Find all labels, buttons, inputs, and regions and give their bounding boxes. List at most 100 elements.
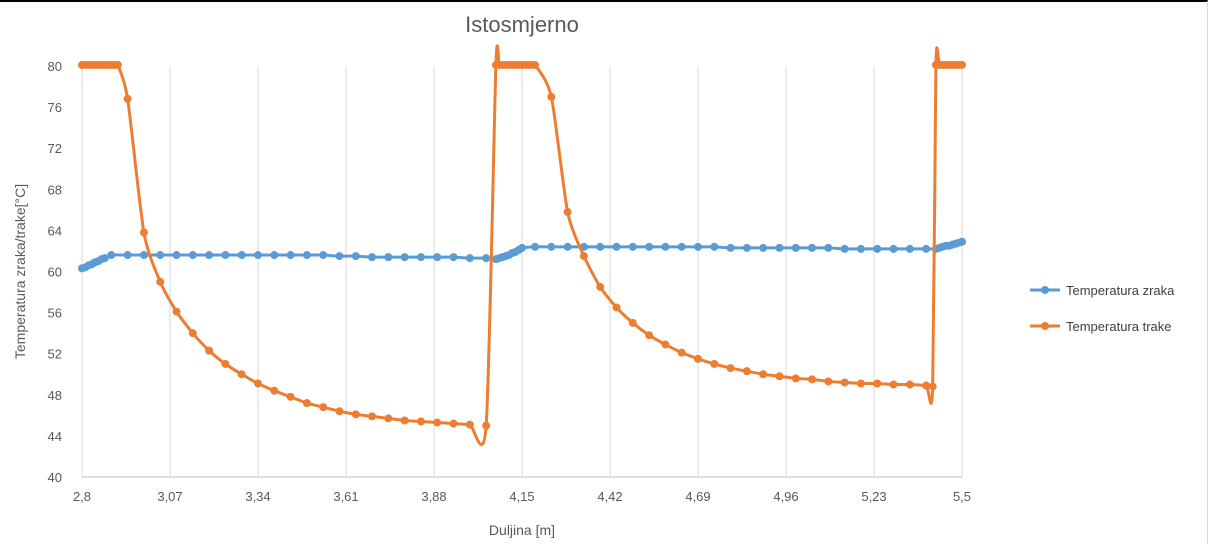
data-point (172, 251, 181, 260)
data-point (596, 282, 605, 291)
x-tick-label: 3,88 (421, 489, 446, 504)
data-point (302, 399, 311, 408)
data-point (433, 418, 442, 427)
y-tick-label: 72 (48, 141, 62, 156)
data-point (928, 382, 937, 391)
chart-title: Istosmjerno (465, 12, 579, 37)
data-point (433, 253, 442, 262)
data-point (840, 244, 849, 253)
x-tick-label: 4,69 (685, 489, 710, 504)
data-point (113, 60, 122, 69)
data-point (156, 251, 165, 260)
data-point (416, 253, 425, 262)
data-point (205, 251, 214, 260)
data-point (518, 243, 526, 252)
data-point (905, 244, 914, 253)
legend-label: Temperatura zraka (1066, 283, 1175, 298)
data-point (612, 242, 621, 251)
data-point (449, 253, 458, 262)
legend-marker (1041, 322, 1049, 330)
data-point (958, 60, 966, 69)
x-tick-label: 4,96 (773, 489, 798, 504)
data-point (384, 253, 393, 262)
data-point (628, 242, 637, 251)
data-point (873, 379, 882, 388)
data-point (188, 329, 197, 338)
data-point (123, 251, 132, 260)
data-point (482, 421, 491, 430)
y-tick-label: 76 (48, 100, 62, 115)
data-point (139, 228, 148, 237)
data-point (579, 252, 588, 261)
data-point (156, 277, 165, 286)
y-tick-label: 44 (48, 429, 62, 444)
data-point (351, 410, 360, 419)
data-point (726, 364, 735, 373)
data-point (319, 403, 328, 412)
data-point (612, 303, 621, 312)
data-point (824, 377, 833, 386)
data-point (416, 417, 425, 426)
data-point (188, 251, 197, 260)
y-tick-label: 40 (48, 470, 62, 485)
data-point (710, 242, 719, 251)
data-point (139, 251, 148, 260)
data-point (286, 392, 295, 401)
data-point (677, 348, 686, 357)
data-point (547, 92, 556, 101)
data-point (873, 244, 882, 253)
data-point (694, 242, 702, 251)
data-point (270, 386, 279, 395)
data-point (922, 244, 931, 253)
data-point (449, 419, 458, 428)
data-point (742, 367, 751, 376)
data-point (237, 370, 246, 379)
data-point (368, 412, 377, 421)
data-point (694, 354, 702, 363)
legend-label: Temperatura trake (1066, 319, 1172, 334)
data-point (775, 372, 784, 381)
y-tick-label: 48 (48, 388, 62, 403)
data-point (335, 252, 344, 261)
data-point (726, 243, 735, 252)
data-point (107, 251, 116, 260)
data-point (531, 60, 540, 69)
data-point (302, 251, 311, 260)
data-point (856, 244, 865, 253)
data-point (237, 251, 246, 260)
data-point (922, 381, 931, 390)
data-point (368, 253, 377, 262)
data-point (791, 243, 800, 252)
data-point (856, 379, 865, 388)
x-tick-label: 3,07 (157, 489, 182, 504)
data-point (123, 94, 132, 103)
data-point (824, 243, 833, 252)
data-point (286, 251, 295, 260)
y-axis-title: Temperatura zraka/trake[°C] (12, 184, 28, 359)
data-point (482, 254, 491, 263)
x-tick-label: 4,42 (597, 489, 622, 504)
data-point (889, 244, 898, 253)
data-point (465, 254, 474, 263)
data-point (677, 242, 686, 251)
x-tick-label: 3,34 (245, 489, 270, 504)
y-tick-label: 60 (48, 265, 62, 280)
data-point (742, 243, 751, 252)
data-point (547, 242, 556, 251)
data-point (221, 359, 230, 368)
x-tick-label: 2,8 (73, 489, 91, 504)
y-tick-label: 64 (48, 223, 62, 238)
data-point (465, 420, 474, 429)
data-point (661, 242, 670, 251)
data-point (319, 251, 328, 260)
x-tick-label: 3,61 (333, 489, 358, 504)
data-point (645, 331, 654, 340)
y-tick-label: 52 (48, 347, 62, 362)
x-tick-label: 5,23 (861, 489, 886, 504)
x-tick-label: 4,15 (509, 489, 534, 504)
data-point (791, 374, 800, 383)
data-point (254, 379, 262, 388)
data-point (759, 370, 768, 379)
